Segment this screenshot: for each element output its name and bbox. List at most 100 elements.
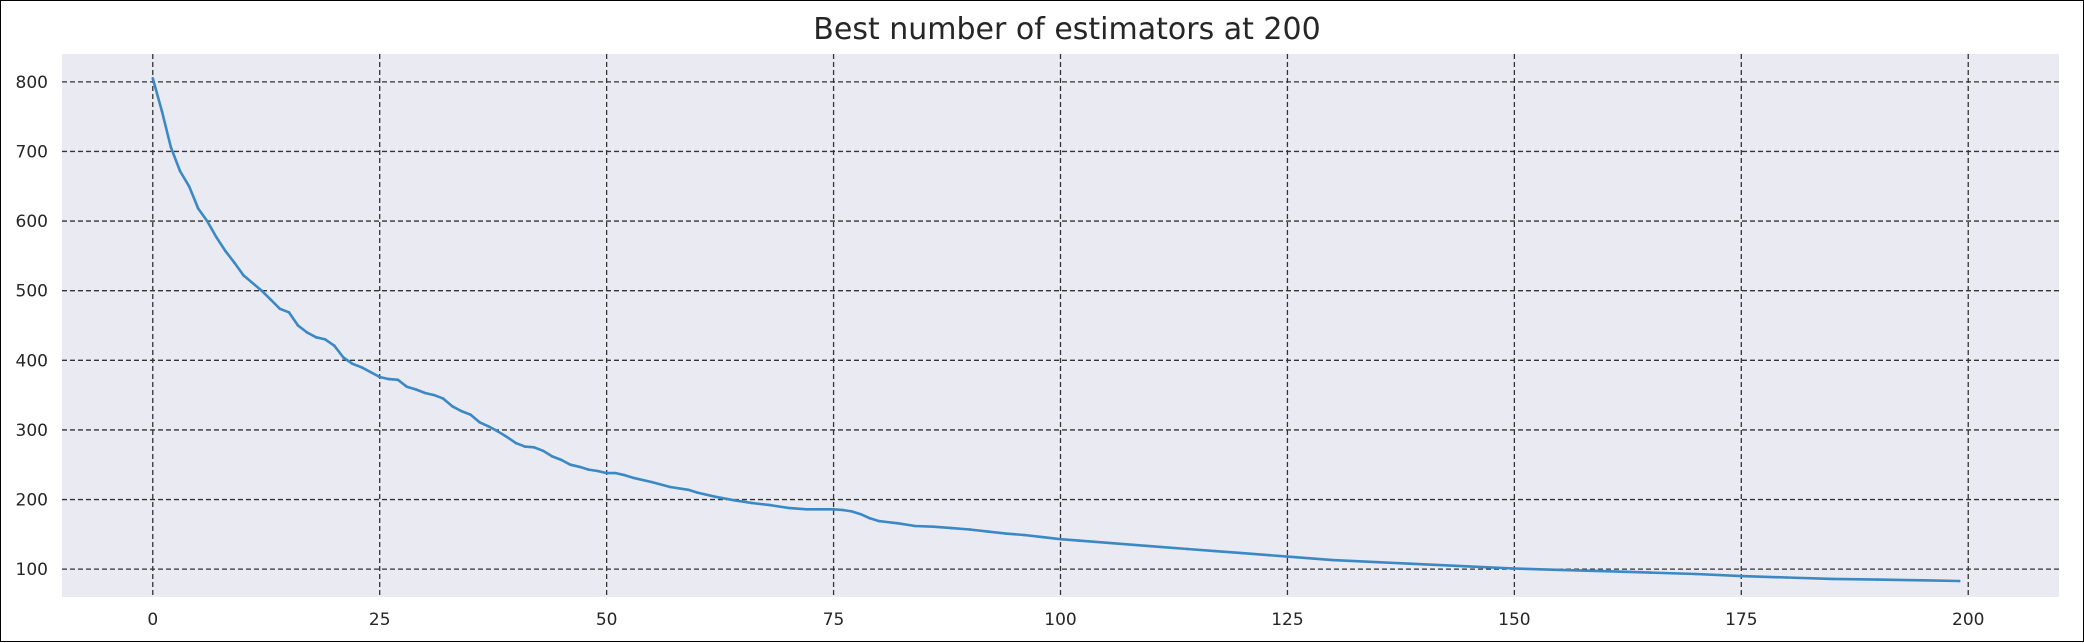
chart-title: Best number of estimators at 200 [813, 12, 1320, 47]
data-point [1467, 565, 1471, 568]
data-point [596, 469, 599, 473]
data-point [832, 507, 835, 511]
data-point [532, 446, 536, 449]
data-point [1513, 567, 1516, 570]
data-point [496, 430, 500, 433]
data-point [360, 365, 363, 369]
data-point [805, 507, 808, 511]
data-point [432, 393, 436, 397]
x-tick-label: 150 [1498, 610, 1530, 630]
data-point [950, 526, 953, 530]
data-point [541, 449, 545, 453]
data-point [623, 473, 627, 477]
data-point [1876, 578, 1879, 581]
data-point [1077, 539, 1080, 542]
x-tick-label: 75 [823, 610, 845, 630]
data-point [786, 506, 790, 510]
data-point [1558, 568, 1562, 572]
data-point [323, 338, 327, 341]
data-point [423, 391, 427, 395]
data-point [414, 388, 418, 391]
data-point [387, 377, 391, 381]
data-point [196, 207, 200, 210]
data-point [260, 289, 264, 292]
data-point [505, 435, 509, 439]
data-point [1603, 569, 1607, 573]
data-point [460, 409, 463, 413]
data-point [1785, 576, 1788, 579]
data-point [650, 480, 654, 484]
data-point [559, 458, 563, 462]
data-point [823, 507, 826, 511]
x-tick-label: 50 [596, 610, 618, 630]
data-point [169, 145, 173, 149]
data-point [1004, 532, 1008, 535]
data-point [1422, 562, 1425, 566]
data-point [333, 344, 336, 347]
data-point [868, 517, 872, 520]
data-point [396, 378, 400, 382]
data-point [478, 420, 481, 424]
data-point [1022, 533, 1026, 537]
data-point [932, 525, 935, 528]
y-tick-label: 600 [16, 212, 48, 232]
data-point [1213, 549, 1217, 553]
data-point [1159, 545, 1162, 549]
y-tick-label: 100 [16, 560, 48, 580]
x-tick-label: 200 [1952, 610, 1984, 630]
data-point [1059, 537, 1062, 541]
data-point [632, 476, 636, 480]
data-point [550, 455, 554, 458]
data-point [278, 307, 282, 311]
data-point [305, 331, 309, 334]
data-point [1041, 535, 1044, 539]
x-axis-tick-labels: 0 25 50 75 100 125 150 175 200 [147, 610, 1984, 630]
data-point [1186, 547, 1189, 551]
data-point [859, 512, 863, 516]
data-point [160, 109, 164, 113]
data-point [1739, 574, 1743, 578]
data-point [151, 77, 155, 80]
y-tick-label: 400 [16, 351, 48, 371]
data-point [850, 510, 854, 513]
y-tick-label: 300 [16, 421, 48, 441]
data-point [1240, 551, 1244, 555]
data-point [233, 261, 236, 265]
x-tick-label: 100 [1044, 610, 1076, 630]
x-tick-label: 25 [369, 610, 391, 630]
data-point [314, 336, 318, 339]
data-point [569, 463, 572, 467]
data-point [215, 235, 218, 239]
data-point [968, 528, 972, 531]
data-point [587, 468, 590, 471]
x-tick-label: 125 [1271, 610, 1303, 630]
data-point [1649, 571, 1652, 574]
x-tick-label: 0 [147, 610, 158, 630]
data-point [687, 488, 690, 492]
data-point [895, 521, 899, 525]
data-point [1830, 577, 1834, 581]
data-point [841, 508, 844, 512]
series-layer [151, 77, 1961, 583]
grid-lines [62, 54, 2059, 597]
data-point [1957, 579, 1961, 583]
data-point [369, 370, 372, 374]
data-point [441, 397, 445, 400]
data-point [1921, 578, 1925, 582]
data-point [1286, 555, 1289, 558]
y-axis-tick-labels: 100 200 300 400 500 600 700 800 [16, 73, 48, 580]
data-point [986, 530, 990, 533]
data-point [205, 219, 209, 223]
data-point [242, 274, 245, 277]
data-point [877, 519, 881, 523]
data-point [614, 471, 618, 475]
data-point [1331, 558, 1335, 562]
data-point [487, 425, 490, 428]
data-point [469, 413, 472, 416]
data-point [768, 503, 772, 507]
data-point [1313, 557, 1316, 561]
data-point [269, 298, 273, 302]
data-point [224, 249, 227, 253]
